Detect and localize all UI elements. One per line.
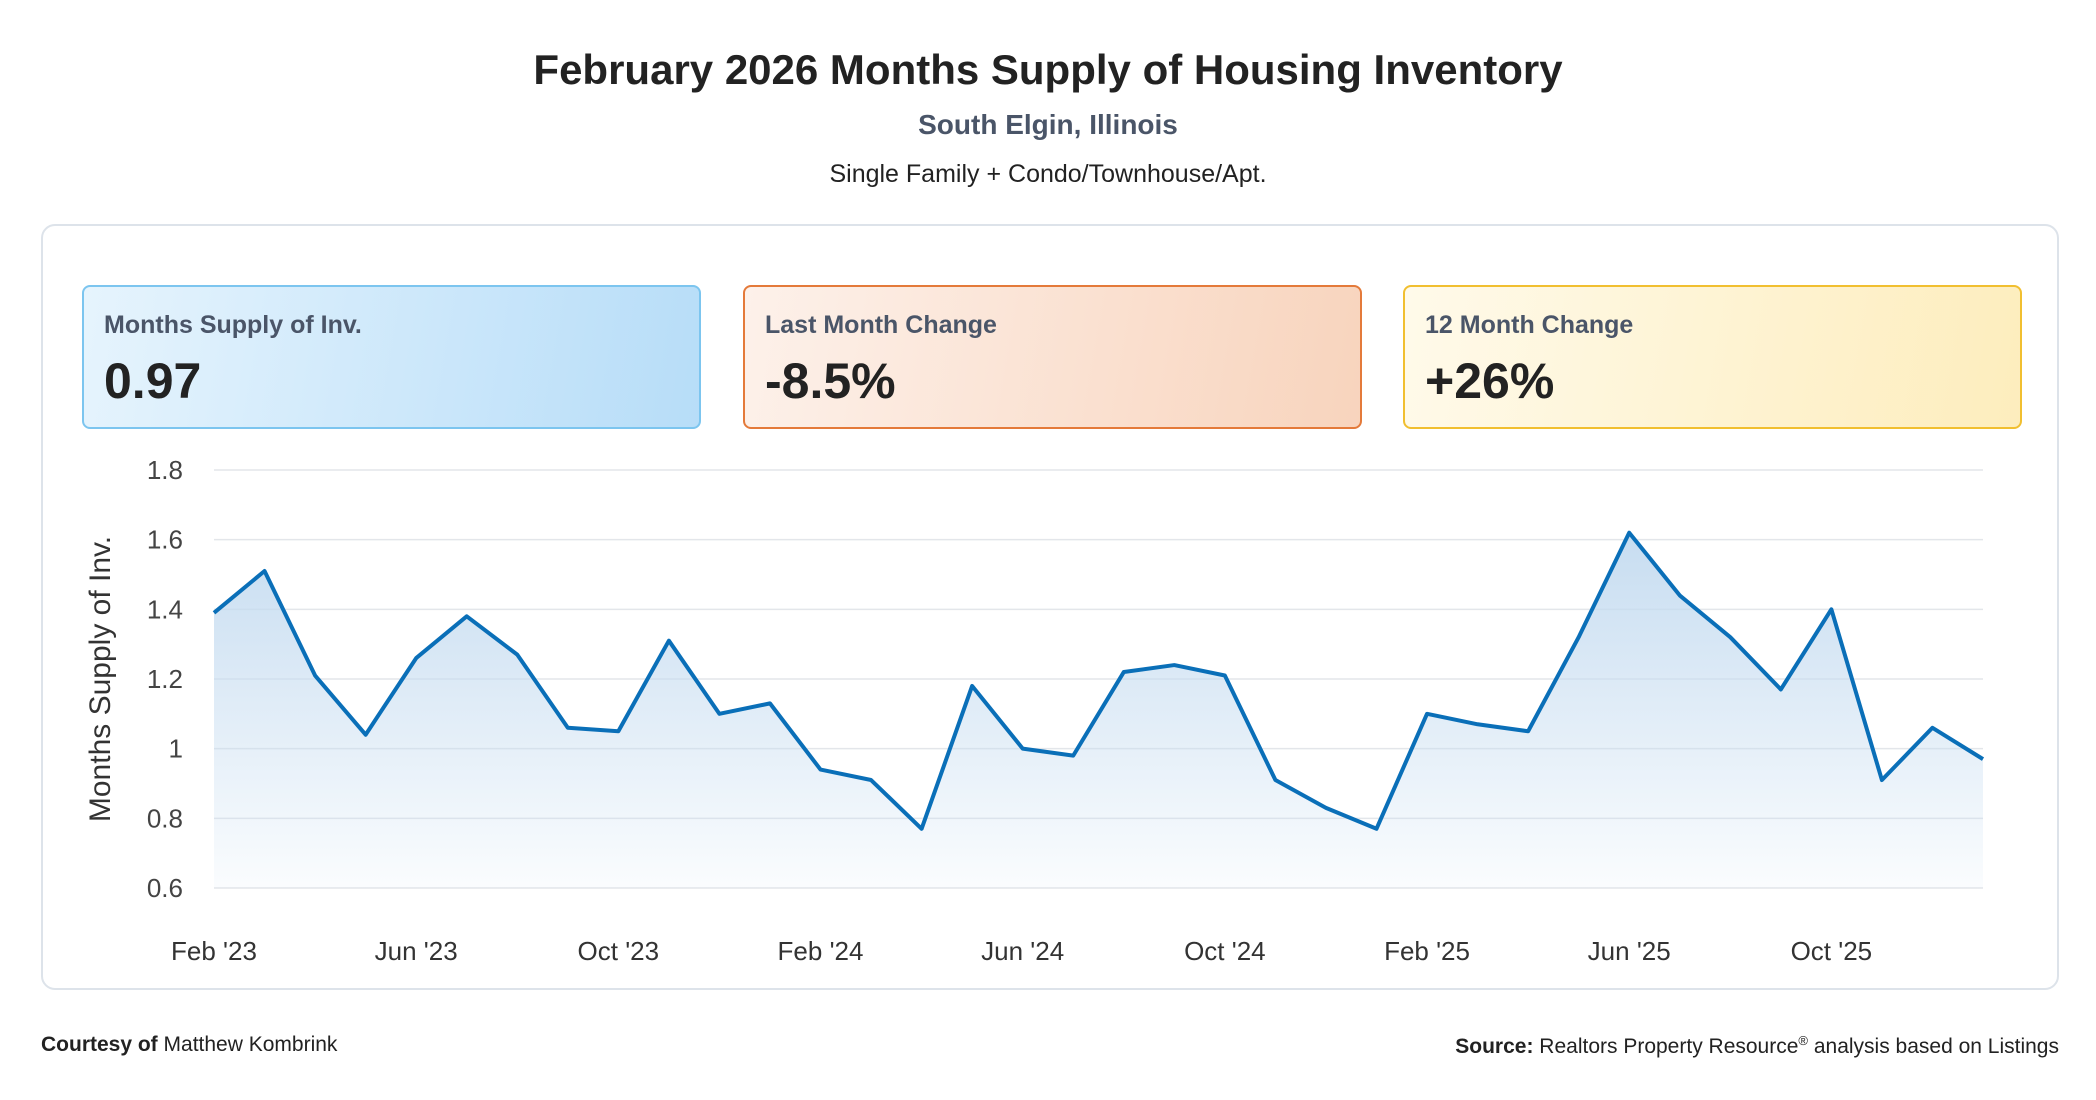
x-tick-label: Jun '24 [981,936,1064,966]
y-axis-label: Months Supply of Inv. [84,536,117,822]
y-tick-label: 0.8 [147,803,183,833]
data-point [868,777,874,783]
data-point [413,655,419,661]
data-point [1879,777,1885,783]
data-point [312,673,318,679]
y-tick-label: 1 [169,734,183,764]
months-supply-chart: 0.6 0.8 1 1.2 1.4 1.6 1.8 Feb '23 Jun '23 Oct '23… [84,455,1986,966]
data-point [1980,756,1986,762]
series-area-fill [214,532,1983,888]
months-supply-label: Months Supply of Inv. [104,311,362,339]
data-point [1929,725,1935,731]
x-tick-label: Feb '23 [171,936,257,966]
property-types: Single Family + Condo/Townhouse/Apt. [829,160,1267,188]
data-point [464,613,470,619]
data-point [818,767,824,773]
twelve-month-change-label: 12 Month Change [1425,311,1634,339]
data-point [1424,711,1430,717]
data-point [1272,777,1278,783]
months-supply-value: 0.97 [104,353,202,409]
data-point [1727,634,1733,640]
x-tick-label: Feb '25 [1384,936,1470,966]
data-point [1626,530,1632,536]
x-tick-label: Jun '25 [1588,936,1671,966]
x-tick-label: Jun '23 [375,936,458,966]
data-point [211,610,217,616]
source-suffix: analysis based on Listings [1808,1035,2059,1058]
months-supply-card: Months Supply of Inv. 0.97 [82,285,701,429]
last-month-change-value: -8.5% [765,353,896,409]
courtesy-label: Courtesy of [41,1033,158,1056]
x-tick-label: Oct '25 [1791,936,1873,966]
data-point [1020,746,1026,752]
x-tick-label: Feb '24 [778,936,864,966]
source-footer: Source: Realtors Property Resource® anal… [1455,1033,2059,1059]
data-point [767,700,773,706]
last-month-change-card: Last Month Change -8.5% [743,285,1362,429]
chart-title: February 2026 Months Supply of Housing I… [533,46,1563,93]
data-point [565,725,571,731]
data-point [1070,753,1076,759]
data-point [1475,721,1481,727]
y-tick-label: 1.8 [147,455,183,485]
data-point [1323,805,1329,811]
registered-mark: ® [1798,1033,1808,1048]
data-point [1222,673,1228,679]
data-point [1576,634,1582,640]
data-point [969,683,975,689]
data-point [262,568,268,574]
data-point [1677,592,1683,598]
location-subtitle: South Elgin, Illinois [918,109,1178,140]
y-tick-label: 0.6 [147,873,183,903]
data-point [1778,686,1784,692]
data-point [716,711,722,717]
last-month-change-label: Last Month Change [765,311,997,339]
twelve-month-change-value: +26% [1425,353,1555,409]
data-point [514,652,520,658]
y-tick-label: 1.6 [147,525,183,555]
source-text: Realtors Property Resource [1539,1035,1799,1058]
twelve-month-change-card: 12 Month Change +26% [1403,285,2022,429]
data-point [666,638,672,644]
data-point [1373,826,1379,832]
courtesy-footer: Courtesy of Matthew Kombrink [41,1033,337,1057]
data-point [1121,669,1127,675]
data-point [615,728,621,734]
courtesy-name: Matthew Kombrink [163,1033,338,1056]
data-point [363,732,369,738]
data-point [1171,662,1177,668]
data-point [1828,606,1834,612]
source-label: Source: [1455,1035,1534,1058]
data-point [919,826,925,832]
x-tick-label: Oct '23 [578,936,660,966]
series-line [212,530,1985,831]
y-tick-label: 1.2 [147,664,183,694]
x-tick-label: Oct '24 [1184,936,1266,966]
y-tick-label: 1.4 [147,594,183,624]
data-point [1525,728,1531,734]
